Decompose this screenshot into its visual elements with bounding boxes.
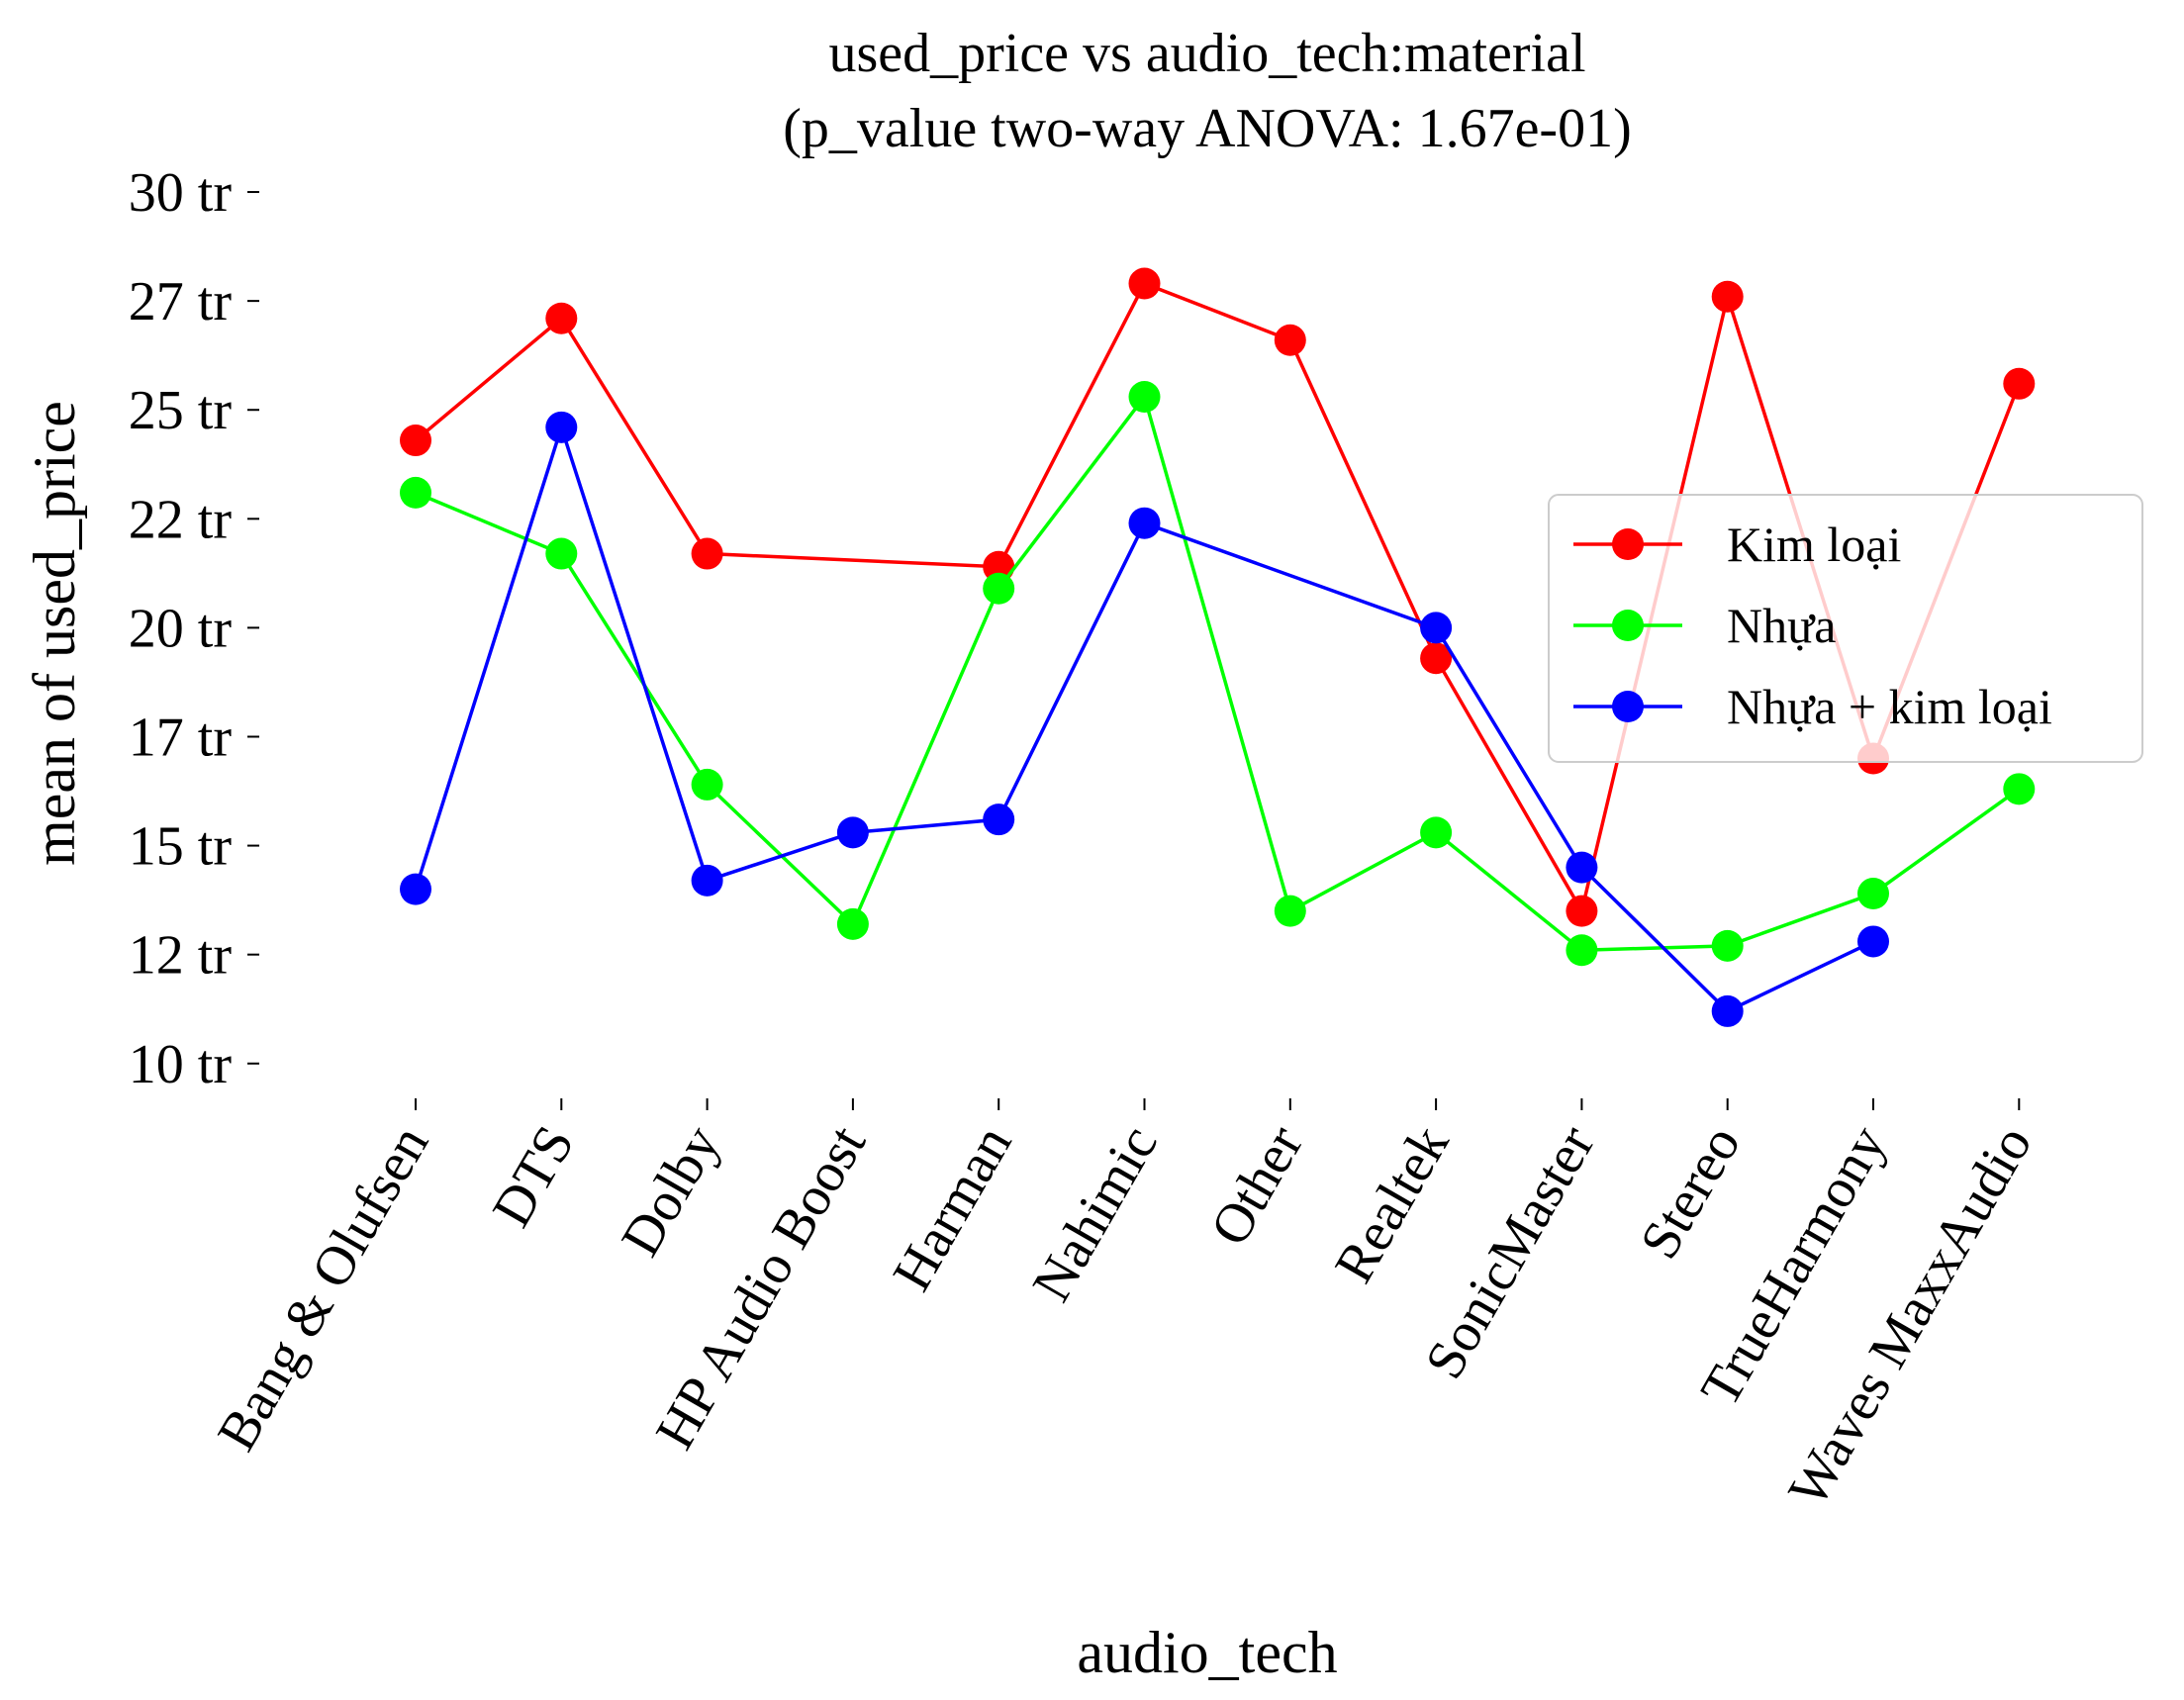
data-point [1420, 642, 1453, 675]
chart-title: used_price vs audio_tech:material [828, 23, 1585, 84]
data-point [1274, 895, 1306, 927]
series-layer [400, 267, 2036, 1027]
x-tick-label: Dolby [610, 1116, 732, 1267]
data-point [400, 873, 431, 905]
data-point [691, 864, 723, 897]
data-point [1857, 925, 1889, 958]
data-point [2003, 367, 2036, 400]
data-point [983, 572, 1015, 605]
series-2 [400, 411, 1889, 1027]
x-tick-label: Realtek [1323, 1116, 1461, 1293]
y-tick-label: 25 tr [129, 380, 233, 441]
data-point [1420, 612, 1453, 644]
data-point [1566, 851, 1598, 884]
legend-box [1548, 494, 2143, 763]
data-point [1128, 381, 1161, 414]
legend-marker [1612, 691, 1644, 722]
data-point [1566, 934, 1598, 967]
y-tick-label: 27 tr [129, 271, 233, 332]
series-line [415, 393, 2021, 953]
y-tick-label: 10 tr [129, 1034, 233, 1095]
x-tick-label: Other [1199, 1115, 1316, 1256]
x-tick-label: Stereo [1629, 1116, 1753, 1270]
data-point [691, 768, 723, 801]
data-point [1566, 895, 1598, 927]
data-point [983, 803, 1015, 836]
y-tick-label: 20 tr [129, 598, 233, 659]
data-point [545, 537, 578, 570]
data-point [545, 302, 578, 334]
legend-label: Nhựa [1727, 598, 1836, 653]
data-point [1420, 816, 1453, 849]
data-point [1857, 878, 1889, 910]
y-tick-label: 12 tr [129, 925, 233, 987]
y-tick-label: 15 tr [129, 816, 233, 878]
x-tick-label: Bang & Olufsen [206, 1116, 440, 1462]
x-axis-label: audio_tech [1077, 1620, 1337, 1685]
data-point [400, 425, 431, 457]
x-tick-label: DTS [481, 1116, 587, 1238]
legend-label: Nhựa + kim loại [1727, 679, 2052, 734]
x-tick-label: Harman [882, 1116, 1024, 1301]
data-point [983, 550, 1015, 583]
data-point [836, 907, 869, 940]
legend-marker [1612, 610, 1644, 641]
series-0 [400, 267, 2036, 927]
series-1 [400, 381, 2036, 967]
data-point [691, 537, 723, 570]
data-point [2003, 773, 2036, 805]
legend-marker [1612, 528, 1644, 560]
data-point [1711, 929, 1744, 962]
data-point [1274, 324, 1306, 356]
data-point [400, 476, 431, 509]
y-tick-label: 22 tr [129, 489, 233, 550]
y-axis-label: mean of used_price [22, 401, 87, 866]
data-point [1711, 280, 1744, 313]
y-tick-label: 17 tr [129, 707, 233, 768]
data-point [836, 816, 869, 849]
data-point [1711, 994, 1744, 1027]
series-line [414, 422, 1874, 1014]
legend-label: Kim loại [1727, 517, 1901, 572]
x-tick-label: Nahimic [1021, 1116, 1170, 1312]
data-point [545, 411, 578, 443]
y-tick-label: 30 tr [129, 162, 233, 224]
data-point [1128, 267, 1161, 300]
chart-subtitle: (p_value two-way ANOVA: 1.67e-01) [783, 98, 1631, 159]
y-axis: 10 tr 12 tr 15 tr 17 tr 20 tr 22 tr 25 tr 27 tr… [129, 162, 259, 1095]
legend: Kim loại Nhựa Nhựa + kim loại [1548, 494, 2143, 763]
data-point [1128, 507, 1161, 539]
